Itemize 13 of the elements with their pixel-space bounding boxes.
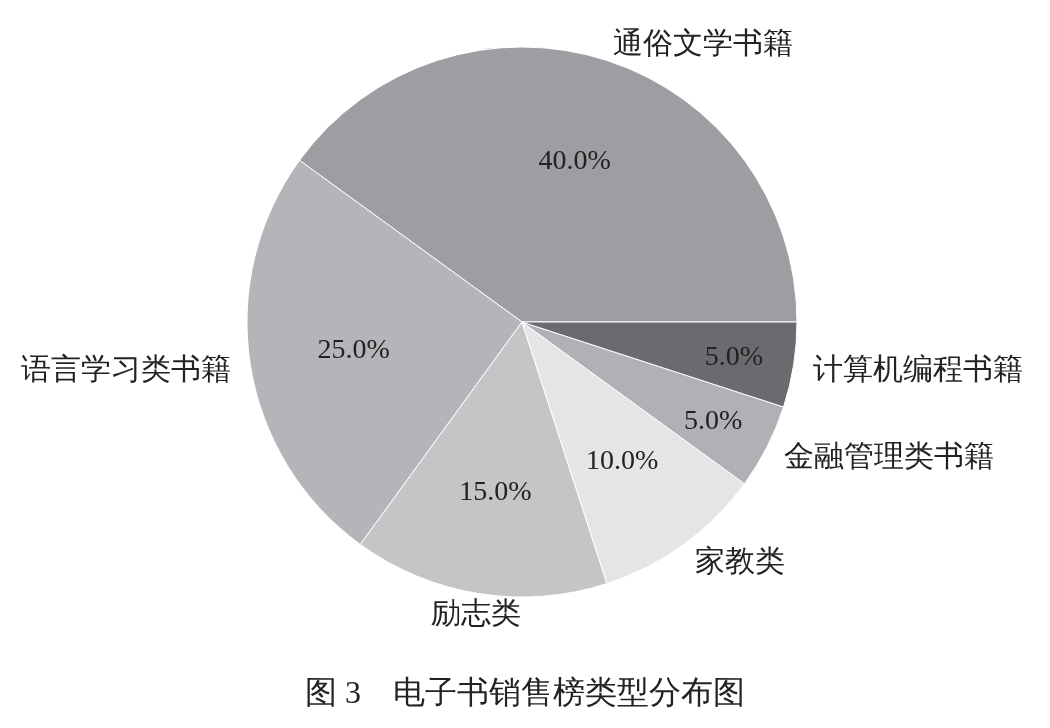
slice-label: 计算机编程书籍: [812, 351, 1023, 385]
slice-label: 金融管理类书籍: [784, 439, 995, 473]
data-label: 5.0%: [683, 403, 743, 435]
slice-label: 通俗文学书籍: [612, 25, 793, 59]
data-label: 15.0%: [459, 474, 532, 506]
data-label: 40.0%: [538, 144, 611, 176]
data-label: 25.0%: [317, 333, 390, 365]
slice-label: 语言学习类书籍: [21, 351, 232, 385]
slice-label: 励志类: [430, 596, 521, 630]
data-label: 5.0%: [704, 340, 764, 372]
slice-label: 家教类: [694, 543, 785, 577]
data-label: 10.0%: [586, 444, 659, 476]
text: 图 3 电子书销售榜类型分布图: [305, 674, 745, 710]
